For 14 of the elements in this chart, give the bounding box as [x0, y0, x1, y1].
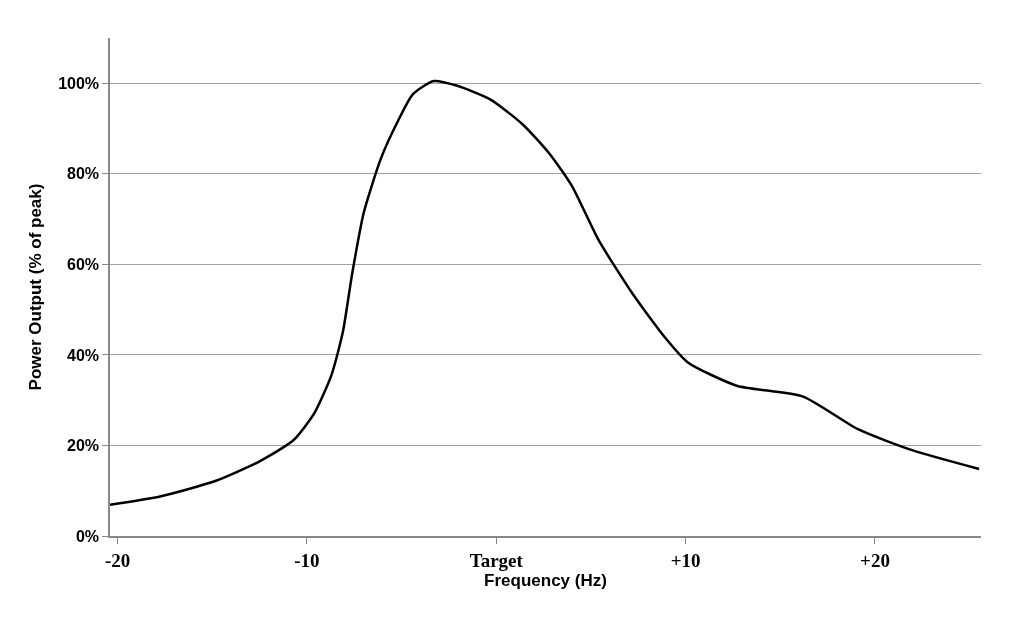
- y-tick-label: 20%: [67, 437, 100, 455]
- x-tick-label: +10: [670, 549, 701, 571]
- x-axis-title: Frequency (Hz): [484, 570, 607, 590]
- x-tick-label: Target: [469, 549, 524, 571]
- x-tick-label: +20: [860, 549, 890, 571]
- x-tick-label: -10: [294, 549, 320, 571]
- line-series: [110, 79, 981, 507]
- x-tick-label: -20: [104, 549, 131, 571]
- y-axis-title: Power Output (% of peak): [26, 183, 46, 391]
- y-tick-label: 80%: [67, 165, 100, 183]
- y-tick-label: 100%: [58, 74, 100, 92]
- y-tick-label: 60%: [67, 255, 100, 273]
- y-tick-label: 40%: [67, 346, 100, 364]
- y-tick-label: 0%: [75, 527, 100, 545]
